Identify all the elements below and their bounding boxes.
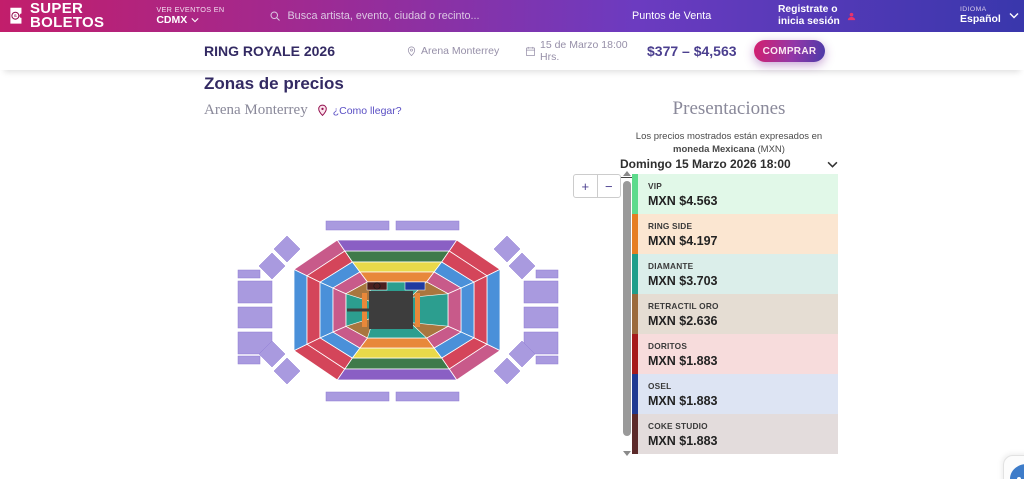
svg-text:S: S [14, 12, 17, 17]
